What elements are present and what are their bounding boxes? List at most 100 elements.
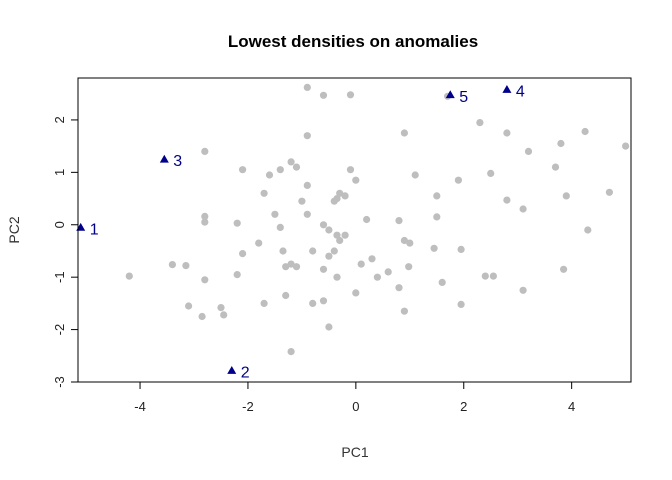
normal-point <box>276 166 284 174</box>
anomaly-marker <box>227 365 237 374</box>
anomaly-label: 3 <box>173 153 182 170</box>
y-axis: -3 -2 -1 0 1 2 <box>52 116 79 388</box>
normal-point <box>481 272 489 280</box>
normal-point <box>400 236 408 245</box>
normal-point <box>622 142 630 150</box>
normal-point <box>260 299 268 307</box>
y-axis-label: PC2 <box>6 216 22 243</box>
x-axis: -4 -2 0 2 4 <box>134 381 575 414</box>
normal-point <box>433 192 441 200</box>
normal-point <box>400 129 408 137</box>
normal-point <box>287 158 295 166</box>
normal-point <box>551 163 560 171</box>
normal-point <box>333 273 341 281</box>
normal-point <box>605 188 614 196</box>
normal-point <box>292 163 301 171</box>
normal-point <box>287 348 295 356</box>
normal-point <box>457 245 465 253</box>
normal-point <box>333 231 341 239</box>
normal-point <box>352 176 360 184</box>
normal-point <box>336 189 344 197</box>
y-tick-label: -1 <box>52 271 67 283</box>
y-tick-label: 1 <box>52 169 67 176</box>
normal-point <box>233 271 241 279</box>
normal-point <box>357 260 365 268</box>
anomaly-marker <box>159 154 169 163</box>
x-tick-label: 0 <box>352 399 359 414</box>
normal-point <box>395 217 403 225</box>
normal-point <box>581 127 589 136</box>
chart-title: Lowest densities on anomalies <box>228 32 478 51</box>
x-tick-label: -4 <box>134 399 146 414</box>
normal-point <box>487 169 495 177</box>
anomaly-label: 1 <box>90 221 99 238</box>
normal-point <box>503 196 511 204</box>
x-tick-label: 4 <box>568 399 575 414</box>
y-tick-label: 2 <box>52 116 67 123</box>
normal-point <box>330 247 338 255</box>
normal-point <box>411 171 419 179</box>
normal-point <box>341 192 349 200</box>
normal-point <box>524 147 533 155</box>
normal-point <box>279 247 287 255</box>
normal-point <box>287 260 295 268</box>
normal-point <box>560 265 568 273</box>
normal-point <box>309 247 317 255</box>
normal-point <box>457 300 465 308</box>
normal-point <box>298 197 306 205</box>
normal-point <box>333 195 341 203</box>
normal-point <box>303 83 311 91</box>
normal-point <box>201 212 209 220</box>
normal-point <box>519 286 527 294</box>
normal-point <box>201 147 209 155</box>
normal-point <box>271 210 279 218</box>
anomaly-marker <box>445 90 455 99</box>
normal-point <box>239 250 247 258</box>
normal-point <box>239 166 247 174</box>
normal-point <box>519 205 527 213</box>
normal-point <box>438 278 446 286</box>
normal-point <box>433 213 441 221</box>
normal-point <box>557 139 565 148</box>
normal-point <box>584 226 592 234</box>
normal-point <box>352 289 360 297</box>
normal-point <box>201 276 209 284</box>
normal-point <box>346 166 355 174</box>
normal-point <box>476 119 484 127</box>
normal-point <box>319 91 328 99</box>
normal-point <box>363 215 371 224</box>
normal-point <box>303 181 311 189</box>
normal-point <box>282 291 290 300</box>
normal-point <box>182 262 190 270</box>
normal-point <box>346 91 355 99</box>
x-tick-label: 2 <box>460 399 467 414</box>
normal-point <box>201 218 209 226</box>
normal-point <box>185 302 193 310</box>
normal-point <box>217 304 225 312</box>
normal-point <box>319 297 328 305</box>
y-tick-label: 0 <box>52 221 67 228</box>
normal-point <box>503 129 511 137</box>
normal-point <box>368 255 376 263</box>
normal-point <box>430 244 438 252</box>
plot-frame <box>77 77 632 383</box>
y-tick-label: -2 <box>52 324 67 336</box>
anomaly-label: 5 <box>459 89 468 106</box>
normal-point <box>198 312 206 321</box>
normal-point <box>255 239 263 247</box>
normal-point <box>373 273 381 281</box>
normal-point <box>309 299 317 307</box>
normal-point <box>400 307 408 315</box>
normal-point <box>384 268 392 276</box>
normal-point <box>292 263 301 271</box>
normal-point <box>303 132 311 140</box>
x-axis-label: PC1 <box>341 444 368 460</box>
normal-point <box>303 210 311 218</box>
normal-point <box>562 192 570 200</box>
anomaly-marker <box>502 85 512 93</box>
y-tick-label: -3 <box>52 376 67 388</box>
normal-point <box>341 231 349 239</box>
normal-point <box>325 252 333 260</box>
normal-point <box>265 171 274 179</box>
